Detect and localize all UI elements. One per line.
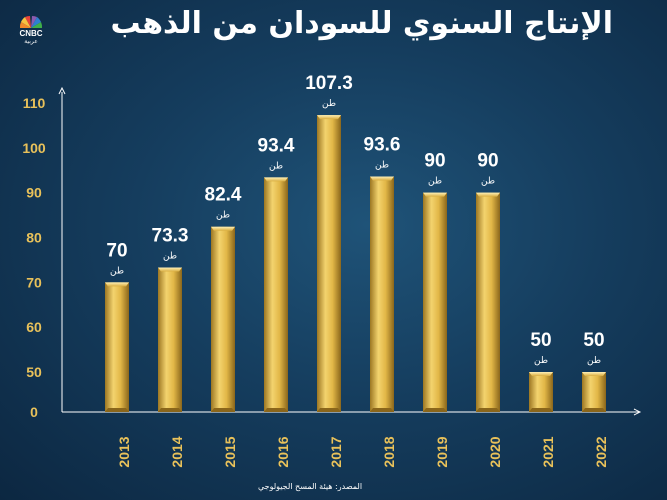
bar-body [105, 282, 129, 412]
y-tick-label: 0 [30, 404, 38, 420]
x-axis-arrow [633, 408, 642, 416]
bar [370, 176, 394, 412]
x-tick-label: 2016 [275, 436, 291, 467]
bar-body [529, 372, 553, 412]
bar-body [423, 192, 447, 412]
bars [105, 115, 606, 412]
bar [158, 267, 182, 412]
value-label: 107.3 [305, 73, 353, 94]
unit-label: طن [428, 177, 442, 187]
bar-bottom-bevel [529, 408, 553, 412]
bar-body [476, 192, 500, 412]
bar [317, 115, 341, 412]
x-axis-ticks: 2013 2014 2015 2016 2017 2018 2019 2020 2021 2022 [116, 436, 609, 467]
bar-top-bevel [317, 115, 341, 120]
bar-body [264, 177, 288, 412]
value-labels: 70 طن 73.3 طن 82.4 طن 93.4 طن 107.3 طن 93.6 طن 90 طن 9… [106, 73, 604, 366]
unit-label: طن [216, 211, 230, 221]
unit-label: طن [481, 177, 495, 187]
bar [476, 192, 500, 412]
bar-bottom-bevel [317, 408, 341, 412]
bar-top-bevel [476, 192, 500, 197]
logo-text: CNBC [19, 29, 43, 38]
bar [211, 226, 235, 412]
value-label: 93.4 [258, 135, 295, 156]
y-axis-arrow [58, 86, 66, 95]
bar-body [211, 226, 235, 412]
value-label: 82.4 [205, 185, 242, 206]
y-tick-label: 50 [26, 364, 42, 380]
bar-body [582, 372, 606, 412]
y-tick-label: 90 [26, 185, 42, 201]
bar-top-bevel [264, 177, 288, 182]
x-tick-label: 2020 [487, 436, 503, 467]
bar-top-bevel [529, 372, 553, 376]
y-tick-label: 70 [26, 274, 42, 290]
bar-top-bevel [105, 282, 129, 287]
chart-title: الإنتاج السنوي للسودان من الذهب [110, 6, 613, 41]
value-label: 93.6 [364, 135, 401, 156]
y-tick-label: 100 [22, 140, 46, 156]
unit-label: طن [587, 356, 601, 366]
bar-bottom-bevel [264, 408, 288, 412]
source-note: المصدر: هيئة المسح الجيولوجي [257, 482, 363, 491]
bar-bottom-bevel [105, 408, 129, 412]
bar-bottom-bevel [423, 408, 447, 412]
value-label: 73.3 [152, 226, 189, 247]
x-tick-label: 2022 [593, 436, 609, 467]
bar [529, 372, 553, 412]
chart-axes [58, 86, 642, 416]
bar-bottom-bevel [370, 408, 394, 412]
bar-top-bevel [370, 176, 394, 181]
bar-body [370, 176, 394, 412]
y-tick-label: 60 [26, 319, 42, 335]
unit-label: طن [110, 266, 124, 276]
bar [264, 177, 288, 412]
bar [423, 192, 447, 412]
x-tick-label: 2017 [328, 436, 344, 467]
y-tick-label: 80 [26, 230, 42, 246]
unit-label: طن [163, 252, 177, 262]
bar-body [158, 267, 182, 412]
bar-bottom-bevel [582, 408, 606, 412]
bar-top-bevel [211, 226, 235, 231]
bar-bottom-bevel [211, 408, 235, 412]
x-tick-label: 2019 [434, 436, 450, 467]
y-tick-label: 110 [23, 95, 46, 111]
bar-top-bevel [582, 372, 606, 376]
bar-top-bevel [158, 267, 182, 272]
logo-subtext: عربية [24, 38, 38, 45]
bar [105, 282, 129, 412]
x-tick-label: 2021 [540, 436, 556, 467]
unit-label: طن [534, 356, 548, 366]
value-label: 70 [106, 240, 127, 261]
x-tick-label: 2015 [222, 436, 238, 467]
bar-top-bevel [423, 192, 447, 197]
x-tick-label: 2014 [169, 436, 185, 467]
unit-label: طن [375, 161, 389, 171]
value-label: 90 [477, 151, 498, 172]
x-tick-label: 2018 [381, 436, 397, 467]
cnbc-peacock-icon [19, 15, 43, 28]
bar-bottom-bevel [476, 408, 500, 412]
unit-label: طن [322, 99, 336, 109]
unit-label: طن [269, 161, 283, 171]
value-label: 50 [583, 330, 604, 351]
value-label: 90 [424, 151, 445, 172]
y-axis-ticks: 0 50 60 70 80 90 100 110 [22, 95, 46, 420]
x-tick-label: 2013 [116, 436, 132, 467]
bar [582, 372, 606, 412]
value-label: 50 [530, 330, 551, 351]
bar-bottom-bevel [158, 408, 182, 412]
bar-body [317, 115, 341, 412]
